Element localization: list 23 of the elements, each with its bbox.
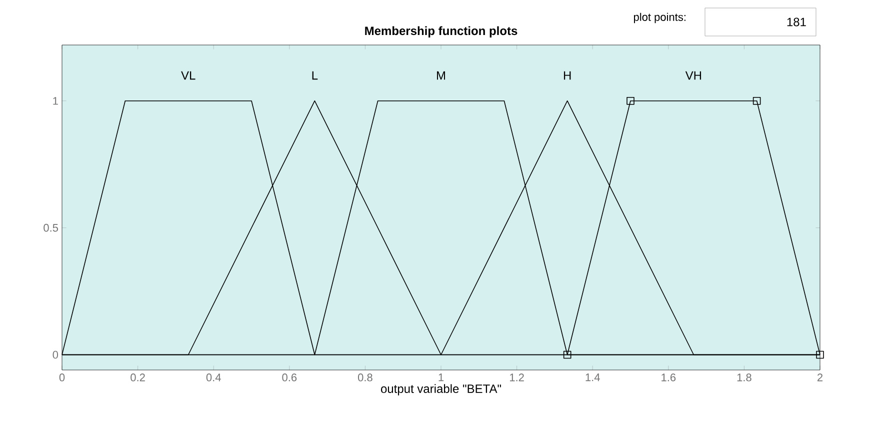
x-tick-label: 0.4: [206, 374, 221, 382]
x-tick-label: 0.8: [358, 374, 372, 382]
text: 181: [787, 18, 806, 26]
y-tick-label: 1: [53, 97, 58, 105]
series-label: VL: [181, 71, 196, 80]
y-tick-label: 0.5: [44, 224, 58, 232]
series-label: L: [312, 71, 318, 80]
x-tick-label: 0: [59, 374, 65, 382]
series-label: M: [436, 71, 446, 80]
series-label: H: [564, 71, 571, 80]
x-tick-label: 0.2: [130, 374, 145, 382]
x-axis-title: output variable "BETA": [380, 384, 501, 396]
x-tick-label: 0.6: [282, 374, 297, 382]
x-tick-label: 2: [817, 374, 823, 382]
series-label: VH: [685, 71, 702, 80]
x-tick-label: 1.2: [510, 374, 524, 382]
x-tick-label: 1.4: [586, 374, 600, 382]
text: plot points:: [634, 12, 686, 24]
chart-title: Membership function plots: [365, 26, 518, 38]
x-tick-label: 1.6: [662, 374, 676, 382]
x-tick-label: 1: [438, 374, 444, 382]
x-tick-label: 1.8: [737, 374, 752, 382]
y-tick-label: 0: [52, 350, 58, 359]
